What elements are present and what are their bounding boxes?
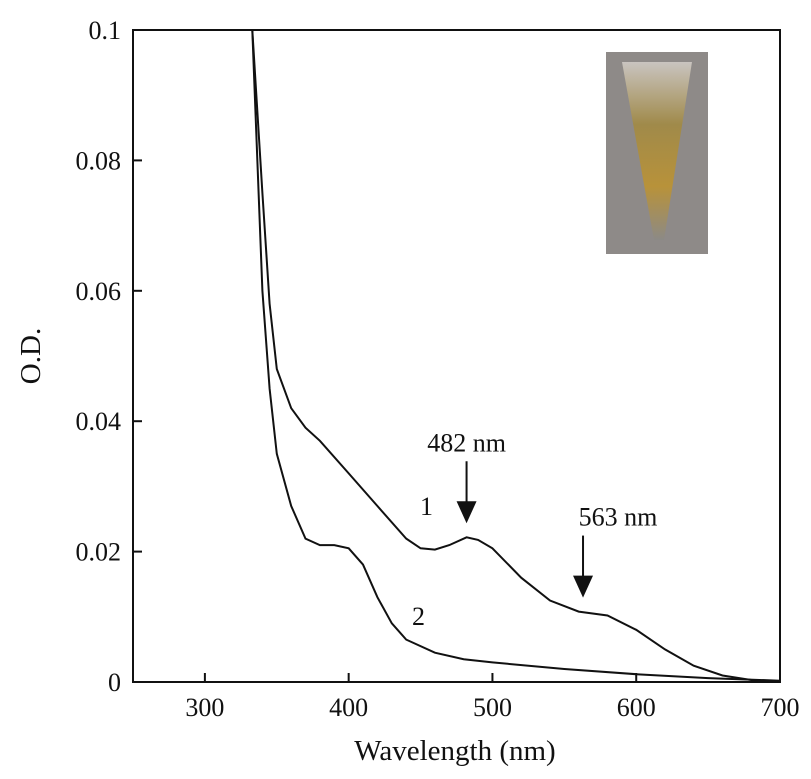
x-tick-label: 300 [185,693,224,722]
annotation-arrowhead [456,501,477,524]
plot-frame [132,29,781,683]
annotation-arrowhead [573,575,594,598]
y-tick-label: 0.06 [76,277,122,306]
x-tick-label: 400 [329,693,368,722]
series-label: 2 [412,602,425,631]
y-tick-label: 0.04 [76,407,122,436]
x-axis-title: Wavelength (nm) [354,735,555,767]
y-tick-label: 0.1 [89,16,122,45]
y-tick-label: 0.02 [76,538,122,567]
x-tick-label: 500 [473,693,512,722]
series-label: 1 [420,492,433,521]
annotation-label: 482 nm [427,428,506,457]
spectrum-line [251,29,781,682]
x-tick-label: 700 [761,693,800,722]
spectrum-line [251,29,781,683]
x-tick-label: 600 [617,693,656,722]
y-tick-label: 0 [108,668,121,697]
inset-tube [622,62,692,240]
annotation-label: 563 nm [579,503,658,532]
y-axis-title: O.D. [15,328,47,384]
y-tick-label: 0.08 [76,146,122,175]
